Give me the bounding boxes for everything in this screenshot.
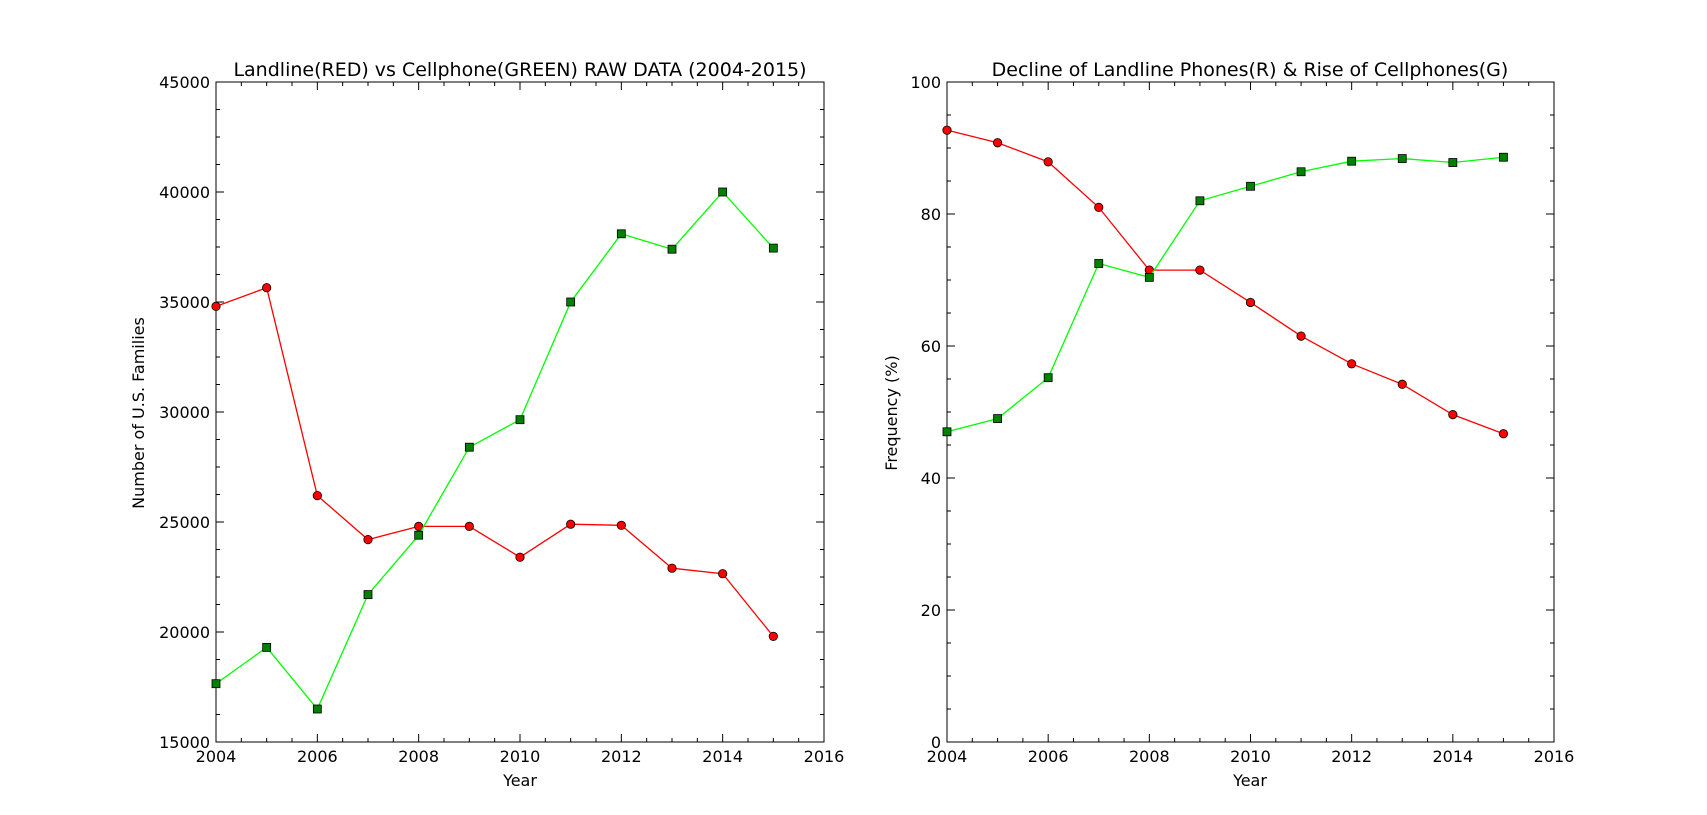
data-point-square [262, 643, 272, 652]
data-point-square [768, 243, 778, 253]
data-point-circle [942, 125, 952, 135]
data-point-square [1448, 158, 1458, 167]
y-tick-label: 20000 [159, 623, 210, 642]
data-point-square [1195, 196, 1205, 206]
data-point-circle [1296, 331, 1306, 341]
x-tick-label: 2016 [804, 747, 845, 766]
data-point-circle [262, 283, 272, 293]
x-tick-label: 2014 [1432, 747, 1473, 766]
data-point-circle [768, 631, 778, 642]
y-tick-label: 35000 [159, 293, 210, 312]
data-point-circle [616, 520, 626, 530]
y-axis-label: Number of U.S. Families [129, 317, 148, 509]
y-tick-label: 25000 [159, 513, 210, 532]
data-point-square [1499, 152, 1508, 162]
data-point-square [1246, 181, 1255, 191]
y-axis-label: Frequency (%) [882, 355, 901, 470]
x-axis-label: Year [502, 771, 537, 790]
data-point-circle [718, 569, 728, 579]
left-chart-raw-data: Landline(RED) vs Cellphone(GREEN) RAW DA… [129, 59, 844, 790]
series-line-1 [215, 191, 774, 711]
x-tick-label: 2006 [297, 747, 338, 766]
data-point-square [1296, 167, 1306, 177]
data-point-circle [1195, 265, 1205, 275]
x-tick-label: 2014 [702, 747, 743, 766]
data-point-square [1397, 154, 1407, 163]
data-point-square [1043, 373, 1053, 383]
data-point-square [616, 229, 626, 239]
data-point-circle [363, 534, 373, 545]
data-point-square [942, 427, 952, 437]
right-chart-frequency: Decline of Landline Phones(R) & Rise of … [882, 59, 1574, 790]
x-tick-label: 2010 [1230, 747, 1271, 766]
data-point-square [414, 530, 424, 540]
data-point-circle [464, 521, 474, 532]
x-tick-label: 2004 [196, 747, 237, 766]
y-tick-label: 20 [921, 601, 941, 620]
data-point-square [1144, 272, 1154, 282]
data-point-circle [211, 301, 221, 311]
data-point-square [1094, 259, 1104, 268]
x-tick-label: 2010 [500, 747, 541, 766]
data-point-circle [1094, 202, 1104, 212]
x-tick-label: 2012 [1331, 747, 1372, 766]
series-line-1 [946, 156, 1504, 433]
data-point-circle [1347, 359, 1357, 369]
x-tick-label: 2004 [927, 747, 968, 766]
plot-area-frame [215, 81, 825, 743]
chart-title: Landline(RED) vs Cellphone(GREEN) RAW DA… [233, 59, 806, 81]
data-point-square [515, 415, 525, 425]
series-line-0 [946, 129, 1504, 435]
data-point-circle [1245, 297, 1256, 308]
data-point-circle [566, 519, 576, 529]
x-tick-label: 2008 [398, 747, 439, 766]
y-tick-label: 30000 [159, 403, 210, 422]
data-point-circle [1448, 410, 1458, 420]
y-tick-label: 15000 [159, 733, 210, 752]
y-tick-label: 40000 [159, 183, 210, 202]
data-point-square [312, 704, 322, 714]
data-point-circle [1397, 379, 1407, 389]
data-point-square [718, 187, 728, 197]
x-tick-label: 2016 [1534, 747, 1575, 766]
y-tick-label: 45000 [159, 73, 210, 92]
data-point-square [667, 244, 677, 254]
data-point-circle [992, 138, 1003, 148]
chart-title: Decline of Landline Phones(R) & Rise of … [992, 59, 1509, 81]
y-tick-label: 100 [910, 73, 941, 92]
data-point-circle [667, 563, 677, 573]
series-line-0 [215, 286, 774, 637]
x-axis-label: Year [1232, 771, 1267, 790]
data-point-circle [312, 490, 322, 501]
data-point-square [363, 590, 373, 599]
data-point-circle [414, 521, 424, 532]
data-point-circle [1043, 157, 1053, 167]
data-point-circle [1498, 429, 1509, 439]
plot-area-frame [946, 81, 1555, 743]
y-tick-label: 60 [921, 337, 941, 356]
y-tick-label: 0 [931, 733, 941, 752]
y-tick-label: 40 [921, 469, 941, 488]
x-tick-label: 2008 [1129, 747, 1170, 766]
data-point-square [566, 297, 576, 307]
x-tick-label: 2012 [601, 747, 642, 766]
data-point-circle [515, 552, 525, 562]
x-tick-label: 2006 [1028, 747, 1069, 766]
data-point-square [211, 679, 221, 689]
data-point-square [1347, 156, 1357, 166]
data-point-square [993, 414, 1002, 424]
y-tick-label: 80 [921, 205, 941, 224]
data-point-square [464, 442, 474, 452]
